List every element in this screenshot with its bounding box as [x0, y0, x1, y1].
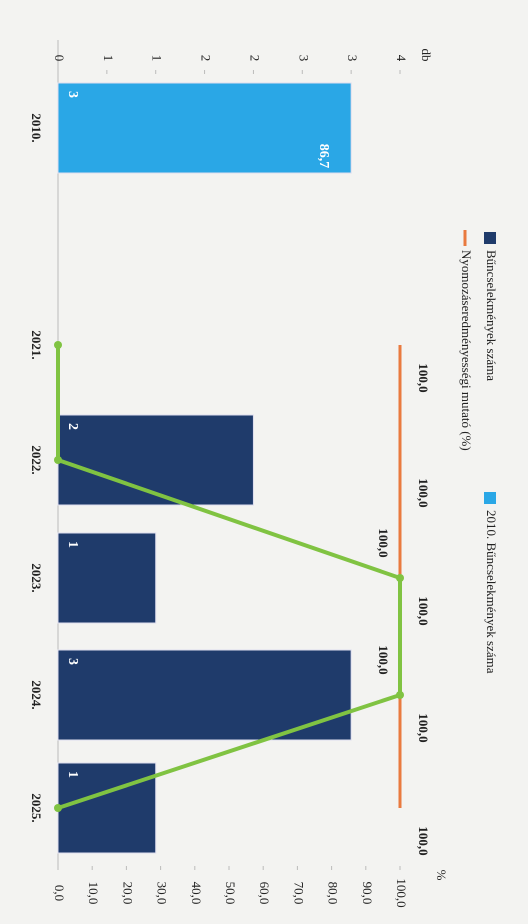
legend-label: 2010. Bűncselekmények száma — [484, 510, 499, 674]
legend-swatch — [484, 232, 496, 244]
x-tick-label: 2022. — [29, 445, 44, 474]
x-tick-label: 2025. — [29, 793, 44, 822]
y2-tick-label: 40,0 — [189, 882, 204, 905]
bar — [57, 82, 352, 174]
bar-label: 2 — [65, 423, 80, 430]
value-label: 100,0 — [416, 826, 431, 855]
bar-label: 3 — [65, 91, 80, 98]
line-marker — [54, 341, 62, 349]
y-tick-label: 0 — [52, 55, 67, 62]
y2-tick-label: 80,0 — [326, 882, 341, 905]
bar — [57, 532, 157, 624]
rotated-chart: db % 0 1 1 2 2 3 3 40,0 10,0 20,0 30,0 40,0 50,0 60,0… — [29, 40, 499, 908]
value-label: 100,0 — [416, 363, 431, 392]
value-label: 100,0 — [376, 645, 391, 674]
y2-tick-label: 60,0 — [257, 882, 272, 905]
y-tick-label: 3 — [345, 55, 360, 62]
y2-tick-label: 30,0 — [155, 882, 170, 905]
y-axis-label: db — [419, 49, 434, 62]
line-marker — [396, 574, 404, 582]
y-tick-label: 1 — [101, 55, 116, 62]
annotation: 86,7 — [316, 144, 331, 169]
value-label: 100,0 — [416, 478, 431, 507]
legend-swatch — [484, 492, 496, 504]
bar-label: 1 — [65, 541, 80, 548]
y2-tick-label: 10,0 — [86, 882, 101, 905]
y2-tick-label: 20,0 — [120, 882, 135, 905]
bar-label: 1 — [65, 771, 80, 778]
y-tick-label: 4 — [394, 55, 409, 62]
y2-tick-label: 90,0 — [360, 882, 375, 905]
y-tick-label: 3 — [296, 55, 311, 62]
bar — [57, 414, 254, 506]
y2-tick-label: 100,0 — [394, 878, 409, 907]
legend-label: Nyomozáseredményességi mutató (%) — [459, 250, 474, 451]
y-tick-label: 2 — [247, 55, 262, 62]
y-tick-label: 1 — [150, 55, 165, 62]
y2-tick-label: 70,0 — [291, 882, 306, 905]
y2-tick-label: 50,0 — [223, 882, 238, 905]
x-tick-label: 2024. — [29, 680, 44, 709]
y2-tick-label: 0,0 — [52, 885, 67, 901]
legend-label: Bűncselekmények száma — [484, 250, 499, 381]
value-label: 100,0 — [376, 528, 391, 557]
bar-label: 3 — [65, 658, 80, 665]
x-tick-label: 2010. — [29, 113, 44, 142]
y2-axis-label: % — [434, 870, 449, 881]
value-label: 100,0 — [416, 713, 431, 742]
value-label: 100,0 — [416, 596, 431, 625]
bar — [57, 649, 352, 741]
line-marker — [54, 456, 62, 464]
line-marker — [396, 691, 404, 699]
x-tick-label: 2021. — [29, 330, 44, 359]
x-tick-label: 2023. — [29, 563, 44, 592]
y-tick-label: 2 — [199, 55, 214, 62]
line-marker — [54, 804, 62, 812]
